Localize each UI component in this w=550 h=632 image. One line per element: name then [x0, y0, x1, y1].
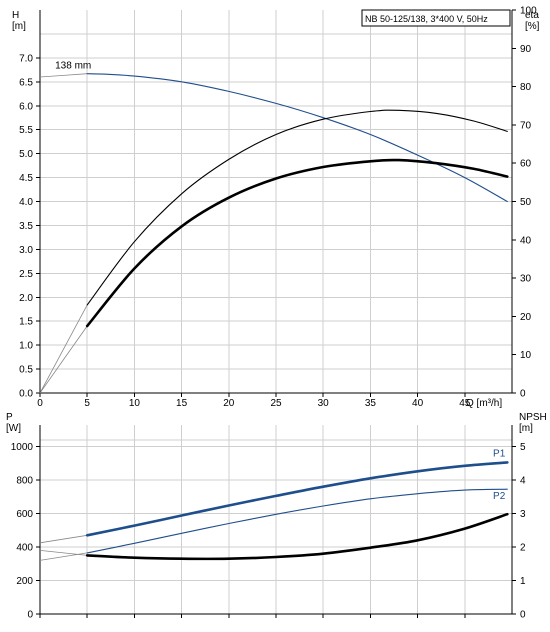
x-tick-label: 45 [459, 398, 471, 409]
y-tick-label-right: 1 [520, 576, 526, 587]
x-tick-label: 30 [318, 398, 330, 409]
x-tick-label: 25 [270, 398, 282, 409]
y-axis-label-left: H [12, 10, 19, 21]
y-tick-label-right: 10 [520, 350, 532, 361]
y-tick-label-left: 3.0 [19, 245, 33, 256]
y-tick-label-left: 6.0 [19, 101, 33, 112]
npsh-curve-extrapolation [39, 550, 88, 556]
y-tick-label-right: 100 [520, 6, 537, 17]
p1-curve-line [85, 461, 509, 537]
y-tick-label-left: 200 [16, 576, 33, 587]
x-tick-label: 35 [365, 398, 377, 409]
y-tick-label-right: 2 [520, 543, 526, 554]
chart-labels: 0 5 10 15 20 25 30 35 40 45Q [m³/h]0.00.51.01.52.… [6, 6, 547, 621]
y-axis-label-right: NPSH [519, 412, 547, 423]
y-tick-label-left: 0.0 [19, 389, 33, 400]
y-tick-label-right: 70 [520, 120, 532, 131]
y-axis-label-right: [%] [525, 21, 540, 32]
y-axis-label-left: [m] [12, 21, 26, 32]
top-chart-axes [36, 9, 516, 397]
y-axis-label-left: P [6, 412, 13, 423]
y-axis-label-right: [m] [519, 423, 533, 434]
y-tick-label-left: 5.0 [19, 149, 33, 160]
y-tick-label-right: 0 [520, 610, 526, 621]
y-tick-label-left: 800 [16, 476, 33, 487]
npsh-curve-line [85, 512, 509, 561]
x-tick-label: 0 [37, 398, 43, 409]
x-tick-label: 15 [176, 398, 188, 409]
series-label-p2: P2 [493, 491, 506, 502]
y-tick-label-left: 400 [16, 543, 33, 554]
top-chart-series [39, 73, 509, 394]
eta-pump-curve-line [85, 158, 509, 328]
y-tick-label-left: 6.5 [19, 77, 33, 88]
y-tick-label-right: 40 [520, 235, 532, 246]
y-tick-label-left: 3.5 [19, 221, 33, 232]
y-tick-label-left: 600 [16, 509, 33, 520]
y-tick-label-left: 2.0 [19, 293, 33, 304]
eta-curve-extrapolation [39, 304, 88, 394]
head-curve-line [86, 73, 508, 203]
y-tick-label-left: 2.5 [19, 269, 33, 280]
curve-annotation: 138 mm [55, 60, 91, 71]
chart-title: NB 50-125/138, 3*400 V, 50Hz [365, 14, 488, 24]
x-tick-label: 20 [223, 398, 235, 409]
y-tick-label-right: 20 [520, 312, 532, 323]
p1-curve-extrapolation [39, 534, 88, 544]
head-curve-extrapolation [39, 73, 88, 78]
y-tick-label-right: 80 [520, 82, 532, 93]
x-tick-label: 10 [129, 398, 141, 409]
y-tick-label-right: 50 [520, 197, 532, 208]
series-label-p1: P1 [493, 448, 506, 459]
bottom-chart-grid [40, 425, 512, 614]
y-tick-label-right: 90 [520, 44, 532, 55]
x-tick-label: 40 [412, 398, 424, 409]
eta-pump-curve-extrapolation [39, 325, 88, 394]
bottom-chart-axes [36, 425, 516, 618]
x-tick-label: 5 [84, 398, 90, 409]
y-tick-label-right: 60 [520, 159, 532, 170]
top-chart-grid [40, 10, 512, 393]
y-axis-label-right: eta [525, 10, 539, 21]
y-tick-label-left: 1.5 [19, 317, 33, 328]
y-tick-label-left: 4.5 [19, 173, 33, 184]
y-tick-label-right: 3 [520, 509, 526, 520]
y-tick-label-left: 0.5 [19, 365, 33, 376]
y-tick-label-right: 0 [520, 389, 526, 400]
eta-curve-line [86, 109, 508, 306]
bottom-chart-series [39, 461, 509, 561]
y-tick-label-right: 30 [520, 274, 532, 285]
p2-curve-extrapolation [39, 552, 88, 561]
y-tick-label-left: 1.0 [19, 341, 33, 352]
y-tick-label-left: 7.0 [19, 53, 33, 64]
y-tick-label-left: 4.0 [19, 197, 33, 208]
y-axis-label-left: [W] [6, 423, 21, 434]
y-tick-label-left: 1000 [11, 442, 34, 453]
y-tick-label-left: 5.5 [19, 125, 33, 136]
x-axis-label: Q [m³/h] [466, 398, 502, 409]
y-tick-label-right: 5 [520, 442, 526, 453]
y-tick-label-right: 4 [520, 476, 526, 487]
title-box [361, 9, 511, 27]
y-tick-label-left: 0 [27, 610, 33, 621]
p2-curve-line [86, 488, 508, 554]
